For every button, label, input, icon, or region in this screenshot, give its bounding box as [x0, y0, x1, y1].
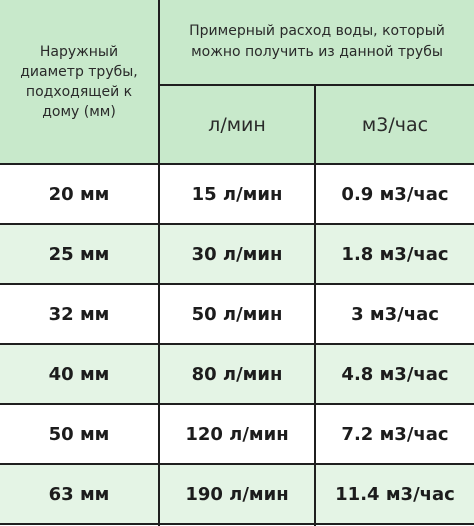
table-row: 40 мм 80 л/мин 4.8 м3/час	[0, 345, 474, 403]
m3h-cell: 0.9 м3/час	[316, 165, 474, 223]
m3h-cell: 1.8 м3/час	[316, 225, 474, 283]
grid-line-horizontal	[0, 163, 474, 165]
diameter-cell: 50 мм	[0, 405, 158, 463]
unit-m3h-header: м3/час	[316, 86, 474, 163]
lpm-cell: 30 л/мин	[160, 225, 314, 283]
grid-line-vertical	[314, 84, 316, 526]
diameter-header-cell: Наружный диаметр трубы, подходящей к дом…	[0, 0, 158, 163]
lpm-cell: 50 л/мин	[160, 285, 314, 343]
grid-line-horizontal	[0, 523, 474, 525]
grid-line-horizontal	[0, 223, 474, 225]
table-row: 50 мм 120 л/мин 7.2 м3/час	[0, 405, 474, 463]
diameter-cell: 32 мм	[0, 285, 158, 343]
table-row: 32 мм 50 л/мин 3 м3/час	[0, 285, 474, 343]
m3h-cell: 4.8 м3/час	[316, 345, 474, 403]
lpm-cell: 80 л/мин	[160, 345, 314, 403]
grid-line-vertical	[158, 0, 160, 526]
m3h-cell: 3 м3/час	[316, 285, 474, 343]
m3h-cell: 7.2 м3/час	[316, 405, 474, 463]
unit-lpm-header: л/мин	[160, 86, 314, 163]
grid-line-horizontal	[0, 463, 474, 465]
lpm-cell: 15 л/мин	[160, 165, 314, 223]
table-row: 20 мм 15 л/мин 0.9 м3/час	[0, 165, 474, 223]
diameter-cell: 63 мм	[0, 465, 158, 523]
grid-line-horizontal	[0, 403, 474, 405]
grid-line-horizontal	[0, 343, 474, 345]
diameter-cell: 20 мм	[0, 165, 158, 223]
diameter-cell: 25 мм	[0, 225, 158, 283]
diameter-cell: 40 мм	[0, 345, 158, 403]
flow-header-cell: Примерный расход воды, который можно пол…	[160, 0, 474, 84]
grid-line-horizontal	[0, 283, 474, 285]
diameter-header-text: Наружный диаметр трубы, подходящей к дом…	[20, 43, 138, 120]
lpm-cell: 190 л/мин	[160, 465, 314, 523]
lpm-cell: 120 л/мин	[160, 405, 314, 463]
flow-header-text: Примерный расход воды, который можно пол…	[189, 23, 445, 60]
grid-line-horizontal	[158, 84, 474, 86]
table-row: 25 мм 30 л/мин 1.8 м3/час	[0, 225, 474, 283]
table-row: 63 мм 190 л/мин 11.4 м3/час	[0, 465, 474, 523]
m3h-cell: 11.4 м3/час	[316, 465, 474, 523]
